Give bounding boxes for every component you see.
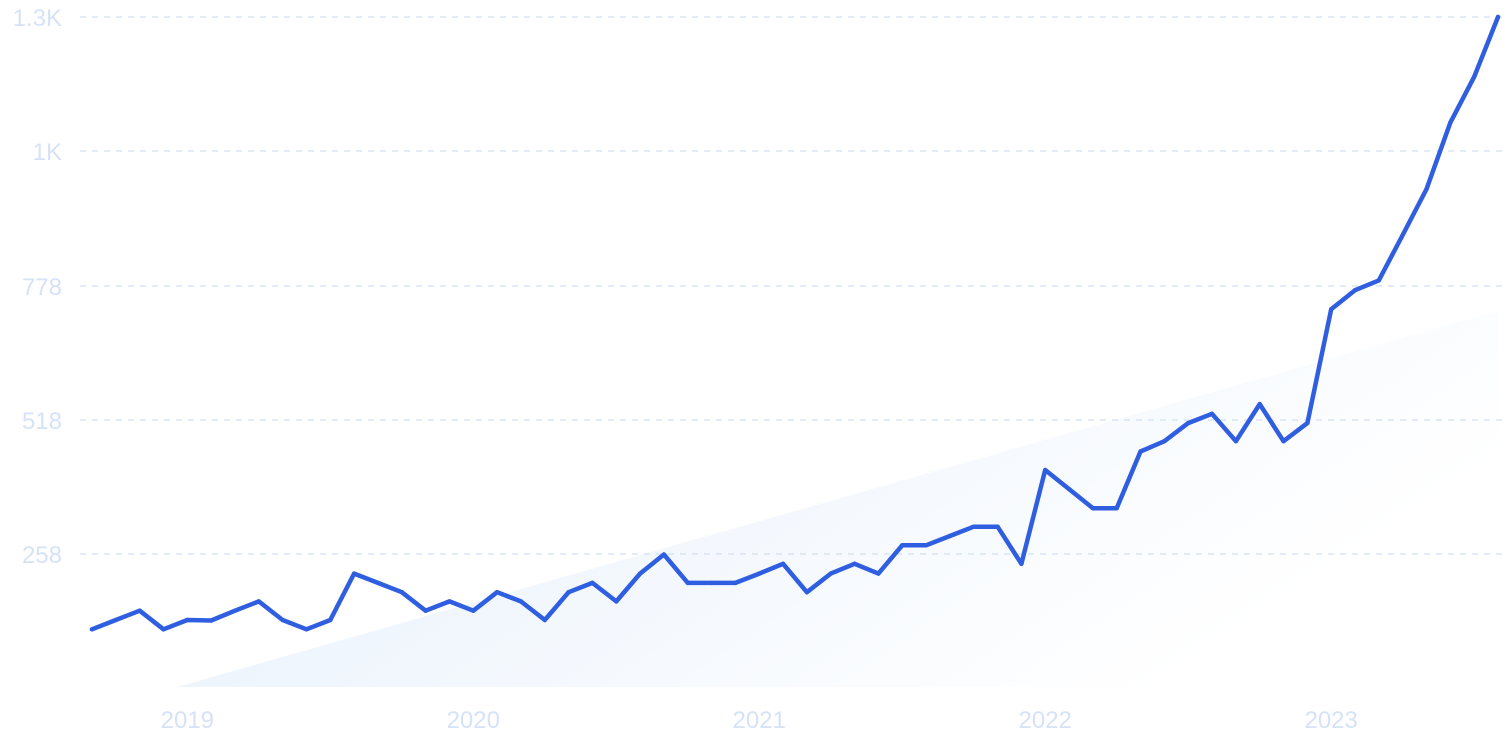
data-point: [900, 543, 905, 548]
data-point: [709, 580, 714, 586]
data-point: [1400, 232, 1405, 238]
data-point: [1138, 449, 1143, 454]
data-point: [447, 599, 452, 604]
data-point: [1114, 506, 1119, 511]
data-point: [328, 617, 333, 623]
data-point: [399, 590, 404, 595]
data-point: [1043, 467, 1048, 473]
data-point: [256, 599, 261, 604]
data-point: [1257, 401, 1262, 407]
y-axis-ticks: 1.3K 1K 778 518 258: [13, 5, 62, 569]
data-point: [876, 571, 881, 576]
data-point: [494, 590, 500, 595]
data-point: [1162, 439, 1167, 444]
data-point: [1233, 439, 1239, 444]
x-tick-label: 2021: [733, 707, 786, 734]
data-point: [566, 590, 571, 595]
data-point: [1090, 506, 1096, 511]
gridlines: [80, 16, 1505, 555]
data-point: [757, 571, 762, 576]
data-point: [923, 543, 929, 548]
x-tick-label: 2020: [447, 707, 500, 734]
data-point: [1329, 307, 1334, 312]
trend-area-layer: [92, 310, 1498, 687]
data-point: [471, 608, 476, 613]
data-point: [1186, 420, 1191, 426]
data-point: [614, 599, 619, 604]
data-point: [637, 571, 643, 576]
data-point: [947, 533, 953, 539]
data-point: [375, 580, 381, 586]
data-point: [209, 618, 214, 623]
data-point: [733, 580, 738, 586]
y-tick-label: 778: [22, 274, 62, 301]
data-point: [852, 561, 857, 566]
data-point: [542, 617, 547, 623]
data-point: [590, 580, 595, 586]
data-point: [1424, 186, 1429, 192]
data-point: [351, 571, 357, 576]
data-point: [995, 524, 1000, 529]
data-point: [1376, 278, 1382, 283]
data-point: [89, 627, 95, 632]
data-point: [1019, 561, 1024, 566]
x-tick-label: 2023: [1304, 707, 1357, 734]
data-point: [232, 608, 238, 613]
data-point: [304, 627, 309, 632]
data-point: [518, 599, 524, 604]
data-point: [1209, 411, 1215, 416]
data-point: [137, 608, 142, 613]
trend-area: [92, 310, 1498, 687]
series-layer: [89, 14, 1501, 632]
y-tick-label: 1K: [33, 139, 62, 166]
data-point: [1066, 486, 1072, 492]
data-point: [828, 571, 833, 576]
data-point: [423, 608, 428, 613]
y-tick-label: 258: [22, 542, 62, 569]
data-point: [1281, 439, 1286, 444]
data-point: [1472, 74, 1477, 80]
data-point: [1305, 420, 1310, 426]
data-point: [185, 617, 190, 623]
data-point: [971, 524, 976, 529]
x-tick-label: 2019: [161, 707, 214, 734]
x-axis-ticks: 2019 2020 2021 2022 2023: [161, 707, 1358, 734]
series-line: [89, 14, 1501, 632]
data-point: [1495, 14, 1501, 20]
data-point: [661, 552, 667, 557]
y-tick-label: 1.3K: [13, 5, 62, 32]
data-point: [113, 617, 119, 623]
y-tick-label: 518: [22, 408, 62, 435]
data-point: [780, 561, 786, 566]
data-point: [1448, 120, 1453, 125]
data-point: [280, 617, 285, 623]
data-point: [1352, 288, 1358, 293]
data-point: [685, 580, 690, 586]
data-point: [804, 590, 810, 595]
data-point: [161, 627, 166, 632]
x-tick-label: 2022: [1019, 707, 1072, 734]
